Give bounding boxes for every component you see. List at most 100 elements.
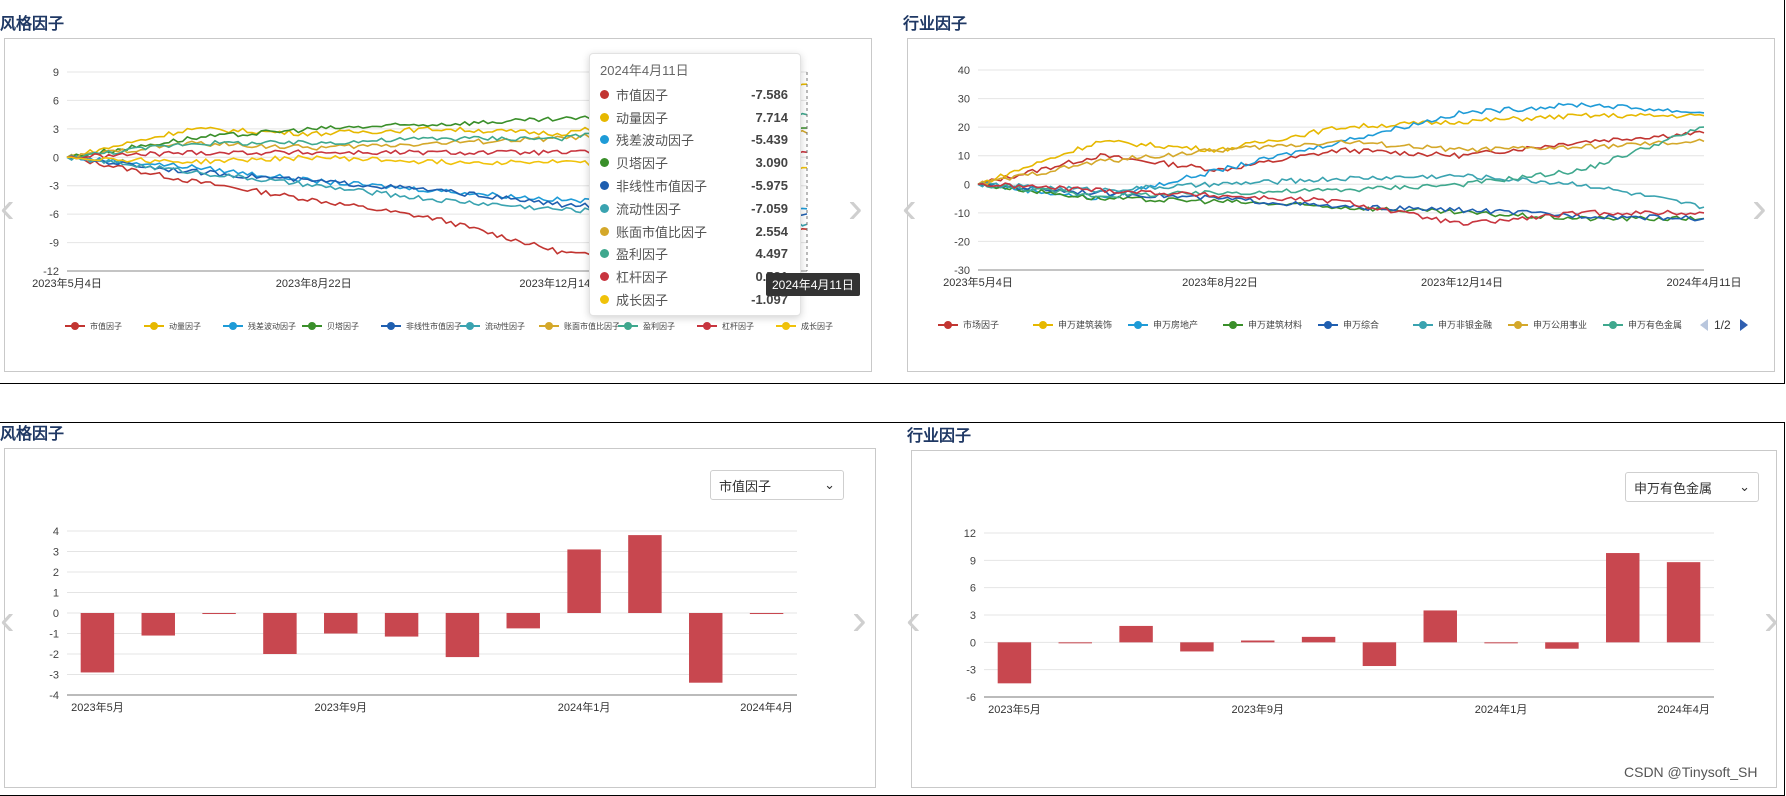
bar <box>567 549 601 613</box>
bar <box>1666 562 1701 643</box>
x-tick-label: 2023年12月14日 <box>519 276 601 290</box>
pager-label: 1/2 <box>1714 318 1731 332</box>
y-tick-label: -12 <box>43 266 59 278</box>
legend-marker-icon <box>1514 321 1522 329</box>
prev-arrow-icon[interactable]: ‹ <box>902 183 917 232</box>
legend-label: 申万综合 <box>1343 319 1379 330</box>
y-tick-label: 12 <box>964 528 976 540</box>
tooltip-series-value: 2.554 <box>755 223 788 239</box>
industry-factor-bar-card: 12 9 6 3 0 -3 -6 2023年5月 2023年9月 2024年1月 2024年4月 <box>911 450 1777 788</box>
y-tick-label: 20 <box>958 122 970 134</box>
legend-label: 残差波动因子 <box>248 321 296 331</box>
tooltip-series-name: 残差波动因子 <box>616 133 695 149</box>
x-tick-label: 2023年5月4日 <box>32 276 102 290</box>
tooltip-series-value: -5.439 <box>751 132 788 148</box>
tooltip-series-name: 盈利因子 <box>616 247 669 263</box>
bar <box>384 613 419 637</box>
next-arrow-icon[interactable]: › <box>848 183 863 232</box>
prev-arrow-icon[interactable]: ‹ <box>0 595 15 644</box>
next-arrow-icon[interactable]: › <box>852 595 867 644</box>
y-tick-label: -2 <box>49 649 59 661</box>
legend-dot-icon <box>600 226 609 236</box>
industry-factor-title: 行业因子 <box>903 16 968 33</box>
legend-marker-icon <box>1134 321 1142 329</box>
legend-marker-icon <box>308 322 316 330</box>
axis-pointer-label: 2024年4月11日 <box>766 273 860 296</box>
next-arrow-icon[interactable]: › <box>1752 183 1767 232</box>
tooltip-series-name: 杠杆因子 <box>616 270 669 286</box>
series-line <box>977 126 1705 199</box>
next-arrow-icon[interactable]: › <box>1764 595 1779 644</box>
bar <box>1606 553 1640 643</box>
tooltip-series-value: 7.714 <box>755 109 788 125</box>
tooltip-series-value: -7.059 <box>751 200 788 216</box>
y-tick-label: 9 <box>53 67 59 79</box>
y-tick-label: -4 <box>49 690 59 702</box>
series-line <box>977 130 1705 186</box>
legend-marker-icon <box>229 322 237 330</box>
bar <box>749 613 784 615</box>
legend-dot-icon <box>600 158 609 168</box>
bar <box>1301 636 1336 643</box>
x-tick-label: 2023年9月 <box>1231 702 1284 716</box>
bar <box>1545 642 1579 649</box>
y-tick-label: -20 <box>954 236 970 248</box>
legend-label: 申万非银金融 <box>1438 319 1492 330</box>
tooltip-row: 流动性因子 -7.059 <box>600 197 790 220</box>
watermark: CSDN @Tinysoft_SH <box>1624 764 1758 780</box>
industry-factor-select[interactable]: 申万有色金属 ⌄ <box>1625 472 1759 502</box>
bar <box>202 613 236 615</box>
bar <box>1423 610 1457 643</box>
pager-prev-icon <box>1700 319 1708 331</box>
legend-label: 杠杆因子 <box>722 321 754 331</box>
legend-label: 申万房地产 <box>1153 319 1198 330</box>
tooltip-row: 市值因子 -7.586 <box>600 83 790 106</box>
y-tick-label: 4 <box>53 526 59 538</box>
legend-label: 申万有色金属 <box>1628 319 1682 330</box>
x-tick-label: 2023年5月 <box>71 700 124 714</box>
legend-label: 贝塔因子 <box>327 321 359 331</box>
industry-factor-select-value: 申万有色金属 <box>1634 480 1713 496</box>
legend-marker-icon <box>944 321 952 329</box>
x-tick-label: 2023年8月22日 <box>276 276 352 290</box>
bar <box>1119 625 1153 643</box>
tooltip-series-value: -7.586 <box>751 86 788 102</box>
legend-marker-icon <box>1229 321 1237 329</box>
prev-arrow-icon[interactable]: ‹ <box>0 183 15 232</box>
bar <box>263 613 297 654</box>
legend-dot-icon <box>600 181 609 191</box>
bar <box>1180 642 1214 652</box>
tooltip-series-name: 贝塔因子 <box>616 156 669 172</box>
y-tick-label: 0 <box>53 608 59 620</box>
y-tick-label: 3 <box>53 124 59 136</box>
prev-arrow-icon[interactable]: ‹ <box>906 595 921 644</box>
legend-dot-icon <box>600 203 609 213</box>
y-tick-label: 6 <box>53 95 59 107</box>
x-tick-label: 2023年9月 <box>314 700 367 714</box>
industry-factor-line-card: 40 30 20 10 0 -10 -20 -30 2023年5月4日 2023年8月22日 202… <box>907 38 1775 372</box>
legend-label: 成长因子 <box>801 321 833 331</box>
x-tick-label: 2023年12月14日 <box>1421 275 1503 289</box>
legend-label: 账面市值比因子 <box>564 321 620 331</box>
tooltip-row: 动量因子 7.714 <box>600 106 790 129</box>
y-tick-label: 0 <box>53 152 59 164</box>
legend-marker-icon <box>1609 321 1617 329</box>
legend-marker-icon <box>387 322 395 330</box>
x-tick-label: 2024年4月 <box>740 700 793 714</box>
bar <box>506 613 540 629</box>
y-tick-label: -3 <box>966 665 976 677</box>
bar <box>324 613 358 634</box>
legend-label: 非线性市值因子 <box>406 321 462 331</box>
y-tick-label: -6 <box>49 209 59 221</box>
style-factor-select[interactable]: 市值因子 ⌄ <box>710 470 844 500</box>
y-tick-label: -30 <box>954 265 970 277</box>
y-tick-label: 0 <box>970 637 976 649</box>
legend-marker-icon <box>703 322 711 330</box>
tooltip-series-value: 3.090 <box>755 155 788 171</box>
legend-marker-icon <box>71 322 79 330</box>
tooltip-series-name: 账面市值比因子 <box>616 224 708 240</box>
y-tick-label: 3 <box>53 547 59 559</box>
tooltip-row: 账面市值比因子 2.554 <box>600 220 790 243</box>
